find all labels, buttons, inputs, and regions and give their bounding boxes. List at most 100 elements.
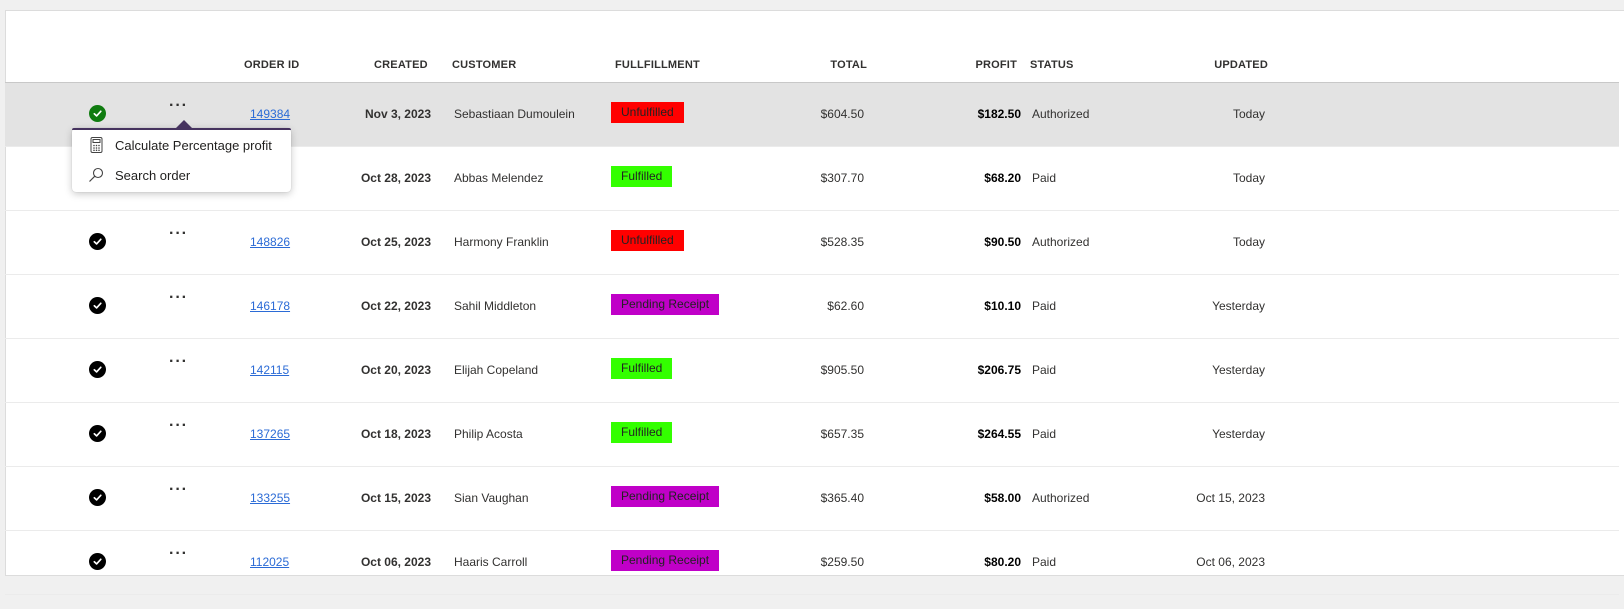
order-id-link[interactable]: 149384: [250, 107, 291, 121]
created-date: Oct 18, 2023: [360, 427, 431, 441]
order-total: $62.60: [827, 299, 864, 313]
checkmark-icon[interactable]: [89, 553, 106, 570]
menu-accent-bar: [72, 128, 291, 130]
customer-name: Sian Vaughan: [454, 491, 529, 505]
fulfillment-badge: Fulfilled: [611, 166, 673, 187]
order-total: $307.70: [820, 171, 864, 185]
order-id-link[interactable]: 137265: [250, 427, 291, 441]
fulfillment-badge: Unfulfilled: [611, 102, 684, 123]
order-profit: $182.50: [977, 107, 1021, 121]
customer-name: Elijah Copeland: [454, 363, 539, 377]
header-order-id[interactable]: ORDER ID: [244, 59, 300, 71]
updated-date: Today: [1232, 171, 1265, 185]
created-date: Oct 06, 2023: [360, 555, 431, 569]
header-total[interactable]: TOTAL: [830, 59, 867, 71]
created-date: Oct 28, 2023: [360, 171, 431, 185]
more-options-button[interactable]: ···: [169, 417, 188, 434]
order-profit: $10.10: [984, 299, 1021, 313]
created-date: Nov 3, 2023: [364, 107, 431, 121]
order-total: $905.50: [820, 363, 864, 377]
checkmark-icon[interactable]: [89, 361, 106, 378]
more-options-button[interactable]: ···: [169, 225, 188, 242]
updated-date: Today: [1232, 107, 1265, 121]
order-id-link[interactable]: 148826: [250, 235, 291, 249]
more-options-button[interactable]: ···: [169, 545, 188, 562]
order-profit: $58.00: [984, 491, 1021, 505]
fulfillment-badge: Pending Receipt: [611, 486, 720, 507]
payment-status: Authorized: [1032, 107, 1090, 121]
header-status[interactable]: STATUS: [1030, 59, 1074, 71]
header-fulfillment[interactable]: FULLFILLMENT: [615, 59, 700, 71]
payment-status: Paid: [1032, 363, 1057, 377]
table-row[interactable]: ··· 149384 Nov 3, 2023 Sebastiaan Dumoulein…: [5, 83, 1619, 147]
more-options-button[interactable]: ···: [169, 353, 188, 370]
created-date: Oct 15, 2023: [360, 491, 431, 505]
table-row[interactable]: ··· 137265 Oct 18, 2023 Philip Acosta Fulfil…: [5, 403, 1619, 467]
updated-date: Yesterday: [1212, 427, 1265, 441]
payment-status: Authorized: [1032, 235, 1090, 249]
menu-item-search-order[interactable]: Search order: [72, 160, 291, 190]
checkmark-icon[interactable]: [89, 297, 106, 314]
order-profit: $68.20: [984, 171, 1021, 185]
customer-name: Sebastiaan Dumoulein: [454, 107, 575, 121]
created-date: Oct 25, 2023: [360, 235, 431, 249]
table-row[interactable]: ··· 112025 Oct 06, 2023 Haaris Carroll Pendi…: [5, 531, 1619, 595]
order-id-link[interactable]: 112025: [250, 555, 290, 569]
order-total: $528.35: [820, 235, 864, 249]
customer-name: Harmony Franklin: [454, 235, 549, 249]
order-profit: $206.75: [977, 363, 1021, 377]
customer-name: Haaris Carroll: [454, 555, 528, 569]
payment-status: Paid: [1032, 299, 1057, 313]
order-id-link[interactable]: 133255: [250, 491, 291, 505]
created-date: Oct 20, 2023: [360, 363, 431, 377]
order-total: $365.40: [820, 491, 864, 505]
customer-name: Philip Acosta: [454, 427, 523, 441]
orders-table-body: ··· 149384 Nov 3, 2023 Sebastiaan Dumoulein…: [5, 83, 1619, 595]
payment-status: Paid: [1032, 555, 1057, 569]
payment-status: Paid: [1032, 171, 1057, 185]
order-profit: $80.20: [984, 555, 1021, 569]
row-context-menu: Calculate Percentage profit Search order: [72, 120, 291, 192]
payment-status: Authorized: [1032, 491, 1090, 505]
order-id-link[interactable]: 142115: [250, 363, 290, 377]
customer-name: Abbas Melendez: [454, 171, 544, 185]
table-row[interactable]: ··· 133255 Oct 15, 2023 Sian Vaughan Pending…: [5, 467, 1619, 531]
menu-item-label: Search order: [115, 167, 191, 183]
order-profit: $90.50: [984, 235, 1021, 249]
table-row[interactable]: ··· 148826 Oct 25, 2023 Harmony Franklin Unf…: [5, 211, 1619, 275]
header-created[interactable]: CREATED: [374, 59, 428, 71]
payment-status: Paid: [1032, 427, 1057, 441]
updated-date: Oct 15, 2023: [1196, 491, 1265, 505]
customer-name: Sahil Middleton: [454, 299, 537, 313]
table-row[interactable]: ··· 142115 Oct 20, 2023 Elijah Copeland Fulf…: [5, 339, 1619, 403]
created-date: Oct 22, 2023: [360, 299, 431, 313]
more-options-button[interactable]: ···: [169, 481, 188, 498]
checkmark-icon[interactable]: [89, 233, 106, 250]
search-icon: [87, 166, 105, 184]
header-customer[interactable]: CUSTOMER: [452, 59, 517, 71]
more-options-button[interactable]: ···: [169, 289, 188, 306]
fulfillment-badge: Pending Receipt: [611, 550, 720, 571]
more-options-button[interactable]: ···: [169, 97, 188, 114]
order-profit: $264.55: [977, 427, 1021, 441]
updated-date: Today: [1232, 235, 1265, 249]
calculator-icon: [87, 136, 105, 154]
updated-date: Oct 06, 2023: [1196, 555, 1265, 569]
table-header: ORDER ID CREATED CUSTOMER FULLFILLMENT T…: [5, 44, 1619, 83]
checkmark-icon[interactable]: [89, 489, 106, 506]
header-updated[interactable]: UPDATED: [1214, 59, 1268, 71]
checkmark-icon[interactable]: [89, 425, 106, 442]
fulfillment-badge: Pending Receipt: [611, 294, 720, 315]
menu-item-calculate-profit[interactable]: Calculate Percentage profit: [72, 130, 291, 160]
fulfillment-badge: Unfulfilled: [611, 230, 684, 251]
checkmark-icon[interactable]: [89, 105, 106, 122]
order-id-link[interactable]: 146178: [250, 299, 291, 313]
menu-item-label: Calculate Percentage profit: [115, 137, 272, 153]
order-total: $604.50: [820, 107, 864, 121]
order-total: $657.35: [820, 427, 864, 441]
header-profit[interactable]: PROFIT: [975, 59, 1017, 71]
updated-date: Yesterday: [1212, 363, 1265, 377]
table-row[interactable]: ··· 146178 Oct 22, 2023 Sahil Middleton Pend…: [5, 275, 1619, 339]
fulfillment-badge: Fulfilled: [611, 422, 673, 443]
updated-date: Yesterday: [1212, 299, 1265, 313]
